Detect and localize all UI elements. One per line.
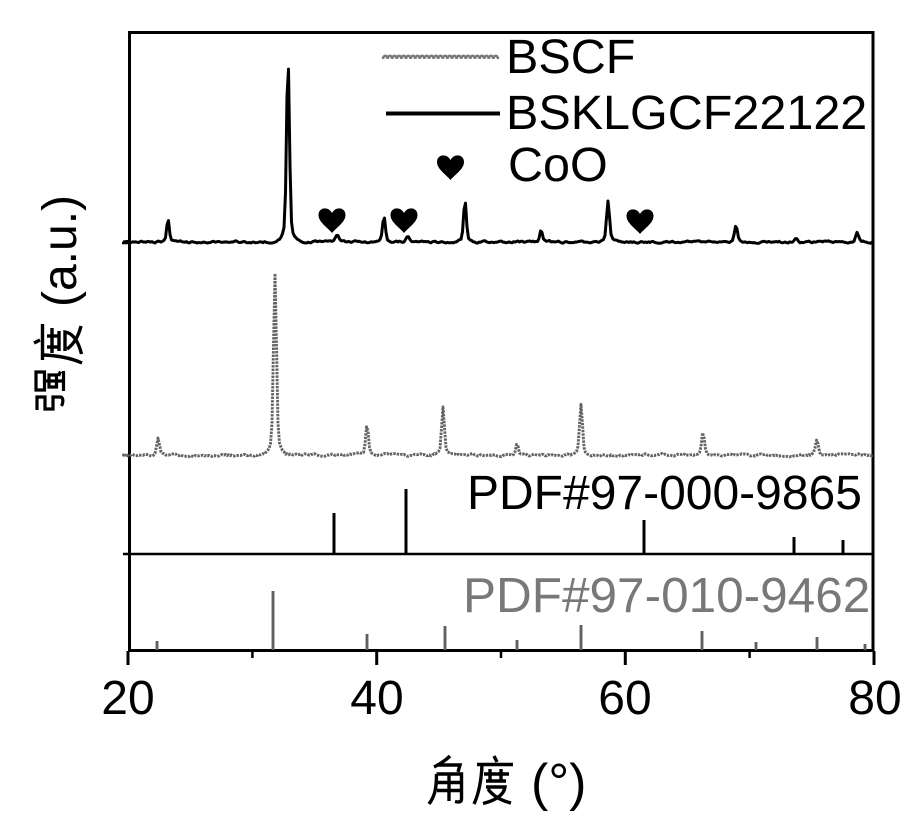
svg-text:PDF#97-010-9462: PDF#97-010-9462: [463, 568, 870, 623]
svg-text:(a.u.): (a.u.): [34, 195, 87, 307]
svg-text:CoO: CoO: [508, 138, 608, 192]
svg-text:BSKLGCF22122: BSKLGCF22122: [506, 86, 867, 140]
svg-text:20: 20: [101, 672, 154, 725]
svg-text:BSCF: BSCF: [506, 30, 635, 84]
svg-text:(°): (°): [531, 754, 586, 812]
svg-text:40: 40: [350, 672, 403, 725]
svg-text:60: 60: [598, 672, 651, 725]
svg-text:PDF#97-000-9865: PDF#97-000-9865: [467, 467, 862, 520]
svg-text:80: 80: [848, 672, 901, 725]
